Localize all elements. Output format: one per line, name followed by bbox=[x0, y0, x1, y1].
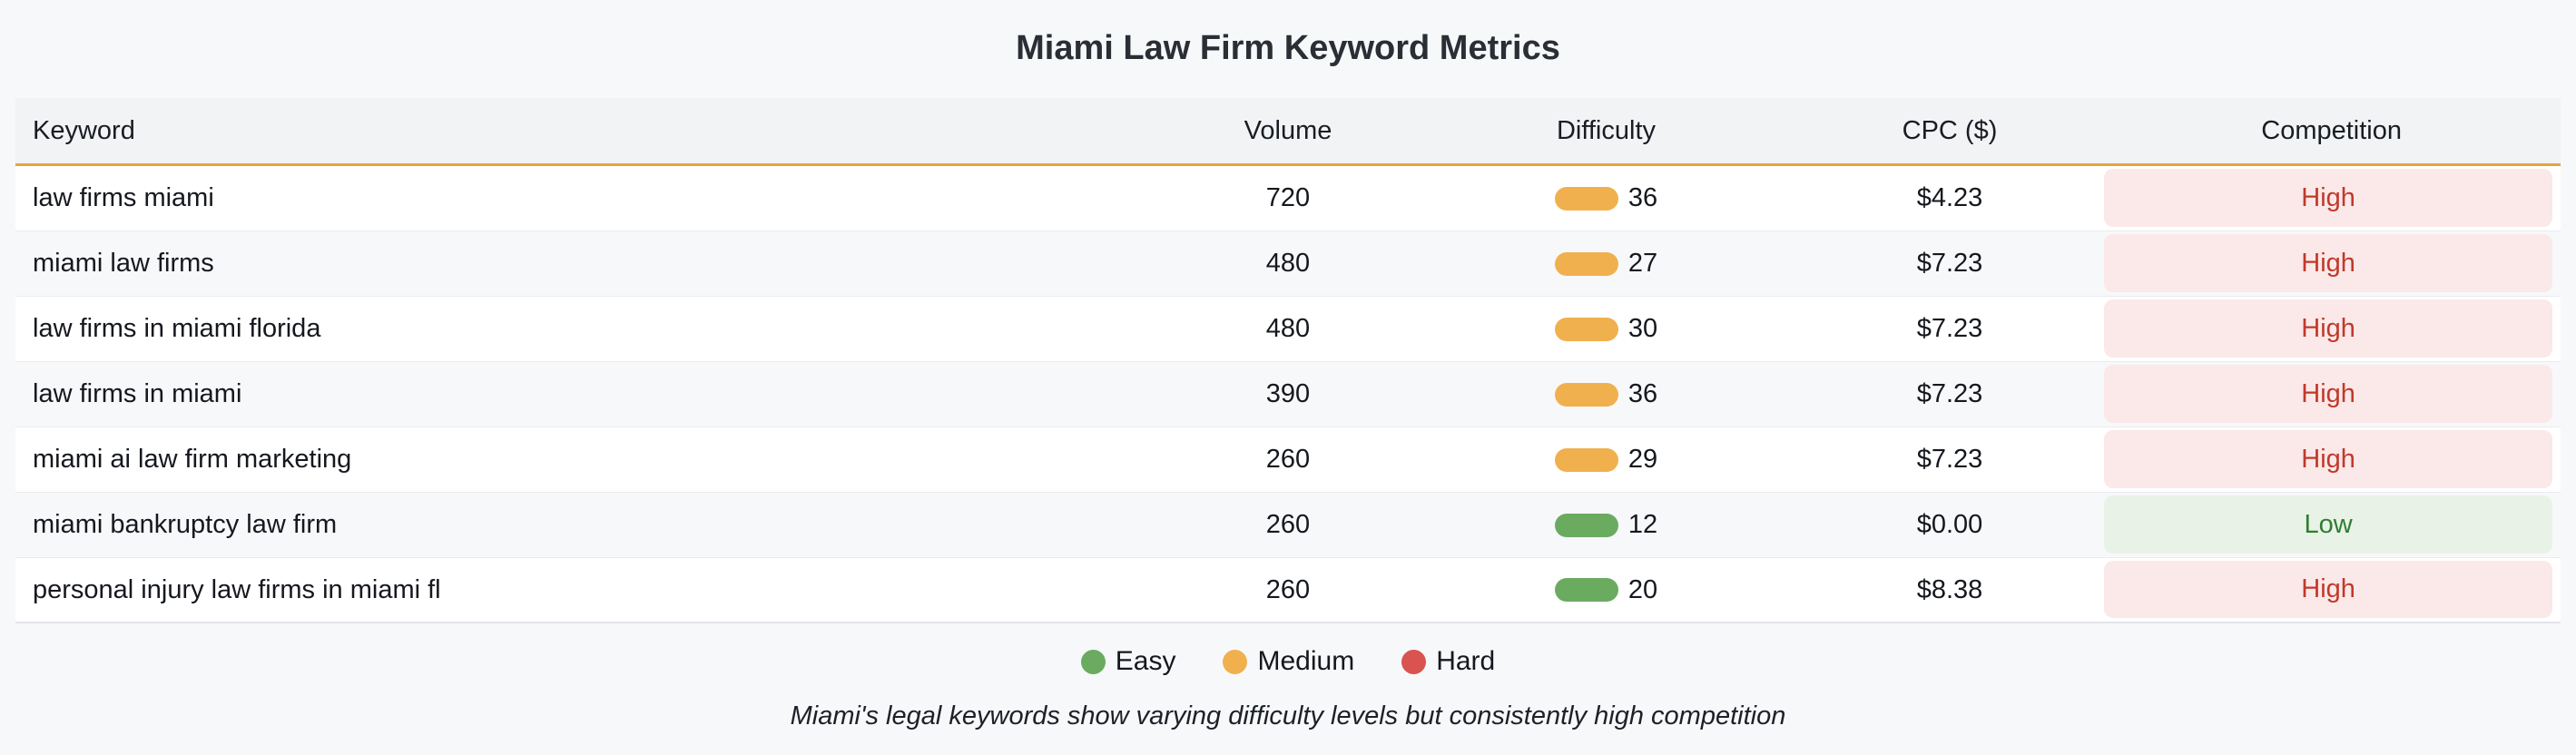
difficulty-pill-icon bbox=[1554, 447, 1618, 472]
table-row: miami ai law firm marketing 260 29 $7.23… bbox=[15, 427, 2561, 493]
competition-cell: High bbox=[2102, 231, 2561, 297]
volume-cell: 260 bbox=[1160, 427, 1416, 493]
competition-badge: High bbox=[2104, 430, 2552, 488]
competition-badge: High bbox=[2104, 561, 2552, 618]
table-row: miami law firms 480 27 $7.23 High bbox=[15, 231, 2561, 297]
table-row: miami bankruptcy law firm 260 12 $0.00 L… bbox=[15, 493, 2561, 558]
legend-item-easy: Easy bbox=[1080, 646, 1176, 677]
difficulty-legend: Easy Medium Hard bbox=[0, 646, 2576, 677]
table-row: law firms miami 720 36 $4.23 High bbox=[15, 166, 2561, 231]
table-row: law firms in miami 390 36 $7.23 High bbox=[15, 362, 2561, 427]
difficulty-cell: 30 bbox=[1415, 297, 1797, 362]
difficulty-pill-icon bbox=[1554, 382, 1618, 407]
volume-cell: 720 bbox=[1160, 166, 1416, 231]
difficulty-value: 36 bbox=[1627, 379, 1658, 408]
keyword-cell: law firms in miami florida bbox=[15, 297, 1161, 362]
cpc-cell: $7.23 bbox=[1796, 427, 2103, 493]
competition-badge: Low bbox=[2104, 495, 2552, 554]
cpc-cell: $7.23 bbox=[1796, 362, 2103, 427]
column-header-volume: Volume bbox=[1160, 98, 1416, 166]
difficulty-cell: 20 bbox=[1415, 558, 1797, 623]
column-header-competition: Competition bbox=[2102, 98, 2561, 166]
cpc-cell: $7.23 bbox=[1796, 297, 2103, 362]
difficulty-pill-icon bbox=[1554, 186, 1618, 211]
easy-dot-icon bbox=[1080, 649, 1106, 674]
caption: Miami's legal keywords show varying diff… bbox=[790, 701, 1786, 730]
difficulty-value: 27 bbox=[1627, 249, 1658, 278]
hard-dot-icon bbox=[1401, 649, 1427, 674]
table-body: law firms miami 720 36 $4.23 High miami … bbox=[15, 166, 2561, 623]
cpc-cell: $7.23 bbox=[1796, 231, 2103, 297]
cpc-cell: $0.00 bbox=[1796, 493, 2103, 558]
competition-cell: High bbox=[2102, 362, 2561, 427]
competition-cell: High bbox=[2102, 166, 2561, 231]
difficulty-cell: 36 bbox=[1415, 166, 1797, 231]
keyword-cell: law firms miami bbox=[15, 166, 1161, 231]
difficulty-cell: 29 bbox=[1415, 427, 1797, 493]
competition-cell: Low bbox=[2102, 493, 2561, 558]
difficulty-pill-icon bbox=[1554, 513, 1618, 537]
legend-item-hard: Hard bbox=[1401, 646, 1495, 677]
legend-label: Easy bbox=[1115, 646, 1176, 676]
keyword-cell: miami law firms bbox=[15, 231, 1161, 297]
page-title: Miami Law Firm Keyword Metrics bbox=[1016, 29, 1560, 67]
volume-cell: 260 bbox=[1160, 493, 1416, 558]
competition-cell: High bbox=[2102, 297, 2561, 362]
difficulty-cell: 36 bbox=[1415, 362, 1797, 427]
difficulty-value: 20 bbox=[1627, 574, 1658, 604]
keyword-cell: miami bankruptcy law firm bbox=[15, 493, 1161, 558]
legend-label: Hard bbox=[1436, 646, 1496, 676]
keyword-cell: miami ai law firm marketing bbox=[15, 427, 1161, 493]
difficulty-cell: 12 bbox=[1415, 493, 1797, 558]
competition-cell: High bbox=[2102, 558, 2561, 623]
table-row: personal injury law firms in miami fl 26… bbox=[15, 558, 2561, 623]
volume-cell: 390 bbox=[1160, 362, 1416, 427]
column-header-keyword: Keyword bbox=[15, 98, 1161, 166]
volume-cell: 260 bbox=[1160, 558, 1416, 623]
table-row: law firms in miami florida 480 30 $7.23 … bbox=[15, 297, 2561, 362]
keyword-metrics-table: Keyword Volume Difficulty CPC ($) Compet… bbox=[15, 98, 2561, 623]
column-header-difficulty: Difficulty bbox=[1415, 98, 1797, 166]
legend-label: Medium bbox=[1257, 646, 1355, 676]
competition-badge: High bbox=[2104, 365, 2552, 423]
difficulty-cell: 27 bbox=[1415, 231, 1797, 297]
volume-cell: 480 bbox=[1160, 231, 1416, 297]
volume-cell: 480 bbox=[1160, 297, 1416, 362]
cpc-cell: $8.38 bbox=[1796, 558, 2103, 623]
competition-badge: High bbox=[2104, 299, 2552, 358]
difficulty-pill-icon bbox=[1554, 578, 1618, 602]
difficulty-value: 36 bbox=[1627, 183, 1658, 212]
competition-badge: High bbox=[2104, 169, 2552, 227]
difficulty-value: 29 bbox=[1627, 445, 1658, 474]
medium-dot-icon bbox=[1223, 649, 1248, 674]
difficulty-pill-icon bbox=[1554, 317, 1618, 341]
difficulty-value: 12 bbox=[1627, 510, 1658, 539]
difficulty-value: 30 bbox=[1627, 314, 1658, 343]
keyword-cell: law firms in miami bbox=[15, 362, 1161, 427]
keyword-cell: personal injury law firms in miami fl bbox=[15, 558, 1161, 623]
cpc-cell: $4.23 bbox=[1796, 166, 2103, 231]
competition-badge: High bbox=[2104, 234, 2552, 292]
table-header: Keyword Volume Difficulty CPC ($) Compet… bbox=[15, 98, 2561, 166]
competition-cell: High bbox=[2102, 427, 2561, 493]
difficulty-pill-icon bbox=[1554, 251, 1618, 276]
legend-item-medium: Medium bbox=[1223, 646, 1354, 677]
column-header-cpc: CPC ($) bbox=[1796, 98, 2103, 166]
